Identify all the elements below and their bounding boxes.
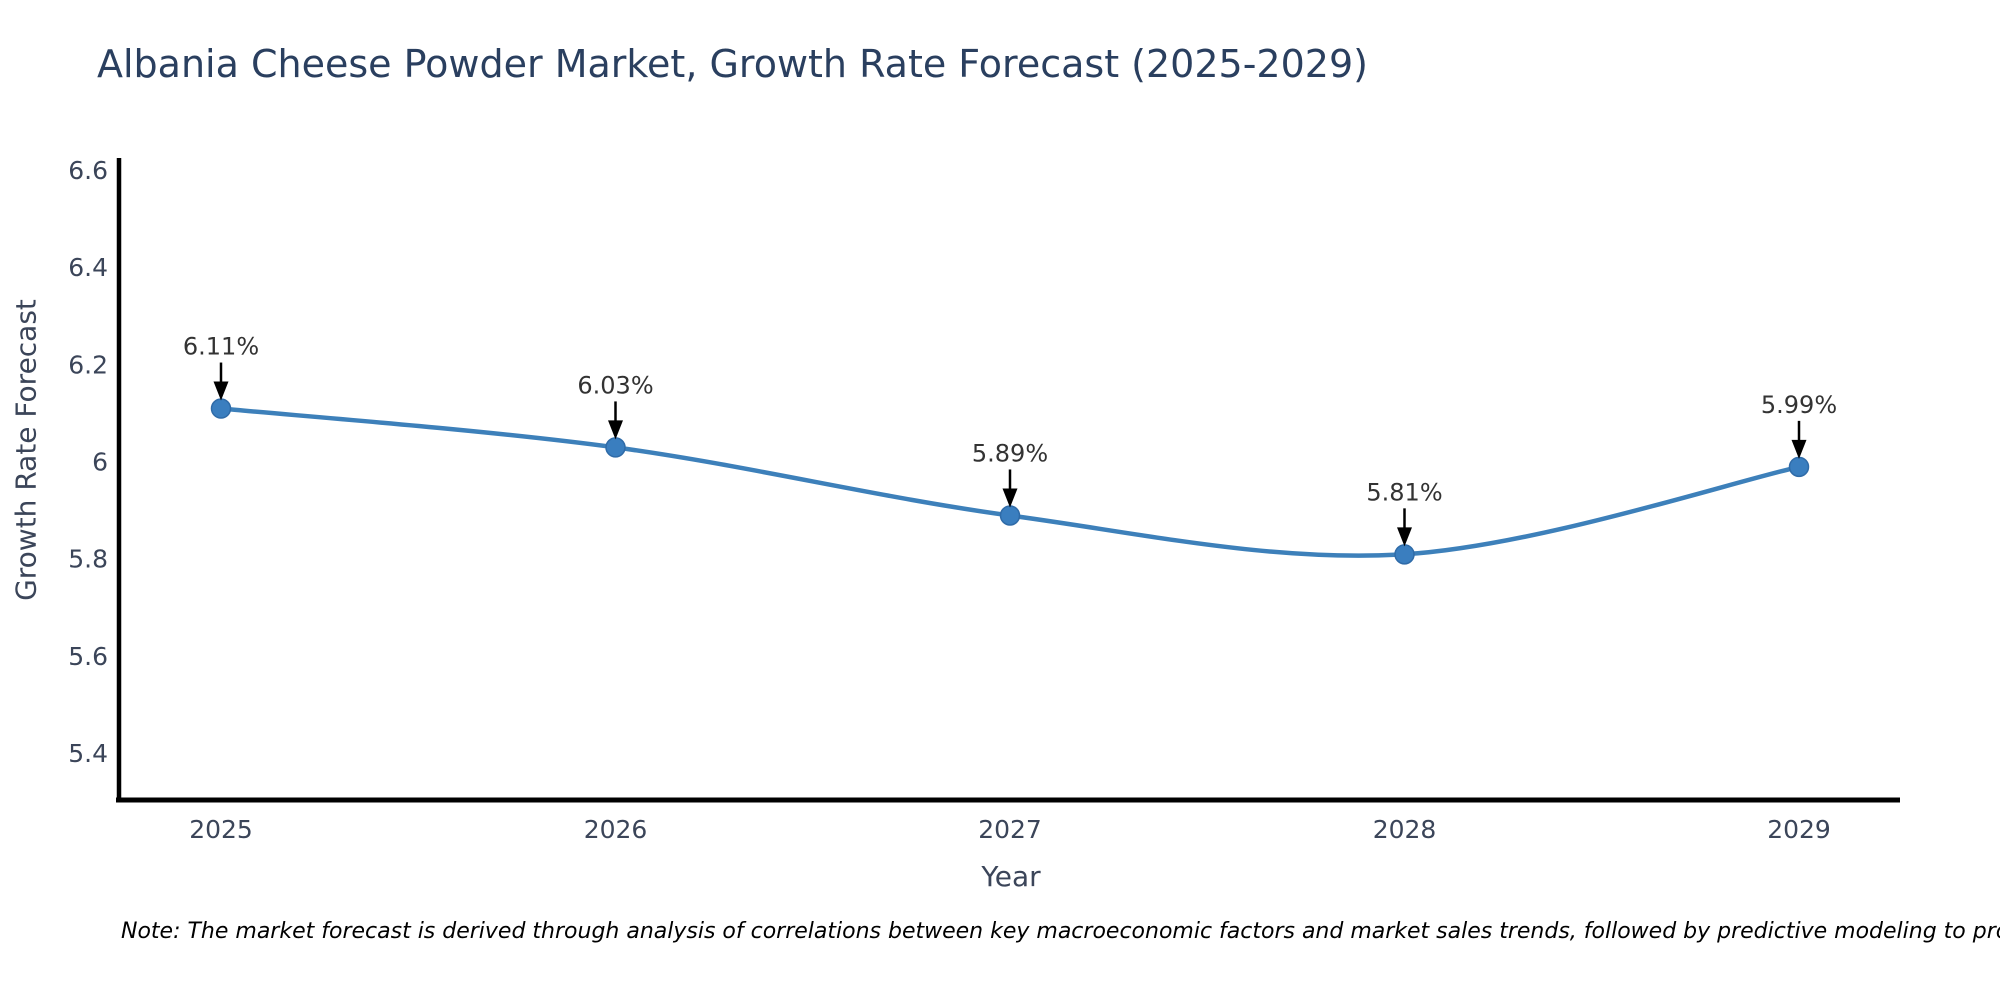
data-point-marker-2028 (1394, 544, 1415, 565)
y-tick-label-6.2: 6.2 (68, 350, 108, 379)
point-annotations: 6.11% 6.03% 5.89% 5.81% 5.99% (183, 333, 1837, 547)
data-point-marker-2026 (605, 437, 626, 458)
y-tick-label-5.4: 5.4 (68, 739, 108, 768)
annotation-label-2026: 6.03% (577, 371, 653, 399)
data-point-marker-2027 (999, 505, 1021, 526)
x-tick-label-2025: 2025 (189, 815, 253, 844)
annotation-arrow-head-2029 (1791, 439, 1807, 459)
annotation-label-2025: 6.11% (183, 333, 259, 361)
x-axis-title: Year (980, 860, 1041, 893)
y-tick-label-6: 6 (92, 448, 108, 477)
y-axis-title: Growth Rate Forecast (10, 299, 43, 601)
y-axis-tick-labels: 6.6 6.4 6.2 6 5.8 5.6 5.4 (68, 156, 108, 768)
annotation-arrow-head-2027 (1002, 488, 1018, 508)
x-tick-label-2029: 2029 (1767, 815, 1831, 844)
data-point-marker-2025 (210, 398, 232, 419)
chart-title: Albania Cheese Powder Market, Growth Rat… (97, 42, 1368, 86)
annotation-label-2028: 5.81% (1366, 478, 1442, 506)
y-tick-label-6.6: 6.6 (68, 156, 108, 185)
annotation-arrow-head-2026 (608, 420, 623, 440)
x-tick-label-2028: 2028 (1373, 815, 1437, 844)
y-tick-label-5.6: 5.6 (68, 642, 108, 671)
x-tick-label-2027: 2027 (978, 815, 1042, 844)
axes (116, 158, 1900, 803)
annotation-arrow-head-2028 (1397, 527, 1412, 547)
line-series (210, 398, 1810, 565)
footnote: Note: The market forecast is derived thr… (121, 919, 2000, 944)
annotation-arrow-head-2025 (213, 381, 229, 401)
x-axis-tick-labels: 2025 2026 2027 2028 2029 (189, 815, 1831, 844)
y-tick-label-6.4: 6.4 (68, 253, 108, 282)
annotation-label-2029: 5.99% (1761, 391, 1837, 419)
x-tick-label-2026: 2026 (584, 815, 648, 844)
y-tick-label-5.8: 5.8 (68, 545, 108, 574)
data-point-marker-2029 (1788, 456, 1810, 478)
annotation-label-2027: 5.89% (972, 439, 1048, 467)
